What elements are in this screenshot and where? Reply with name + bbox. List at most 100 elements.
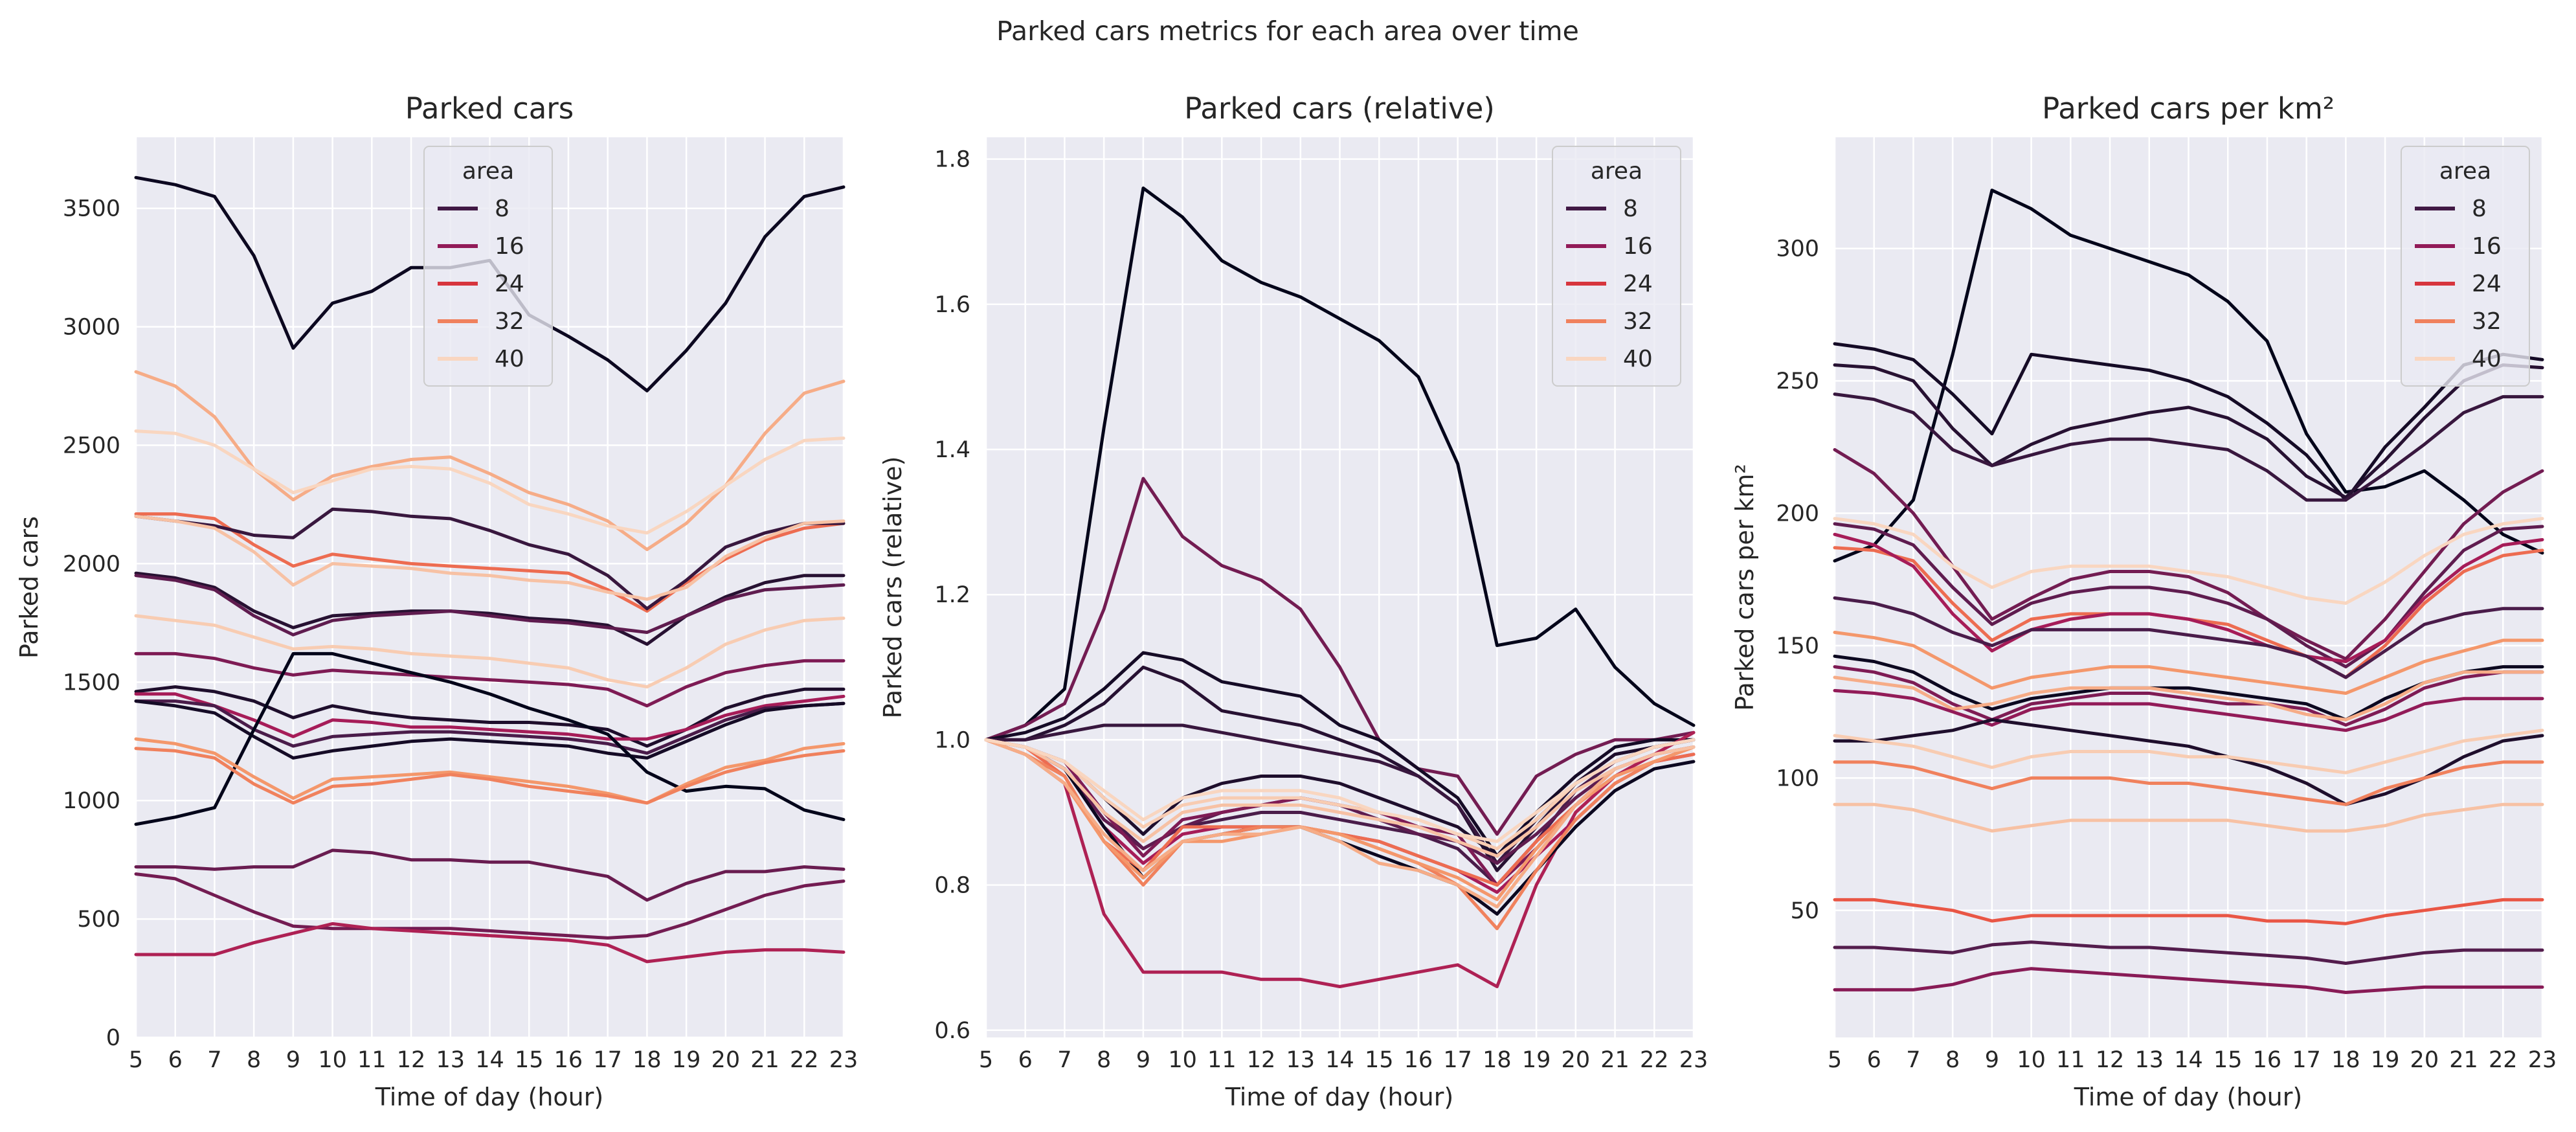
y-tick-label: 1.0 [934,727,970,753]
series-line [1833,967,2544,994]
y-tick-label: 200 [1776,501,1819,527]
series-line [134,651,846,708]
x-tick-label: 19 [1522,1047,1551,1073]
panel-parked-cars-per-km2: 5 6 7 8 9 10 11 12 13 14 15 16 17 18 19 20 21 22 23 501001… [1730,91,2557,1111]
x-tick-label: 7 [1057,1047,1071,1073]
x-tick-label: 9 [286,1047,300,1073]
series-line [134,848,846,902]
x-tick-label: 7 [207,1047,221,1073]
y-tick-label: 0 [106,1025,120,1051]
y-tick-label: 1.8 [934,147,970,173]
panel-parked-cars: 5 6 7 8 9 10 11 12 13 14 15 16 17 18 19 20 21 22 23 050010… [15,91,858,1111]
x-tick-label: 14 [2174,1047,2203,1073]
legend-label: 40 [1623,346,1653,372]
x-tick-label: 16 [2253,1047,2282,1073]
x-tick-label: 8 [1097,1047,1111,1073]
x-tick-label: 12 [2096,1047,2125,1073]
legend-box [1552,146,1681,387]
legend-label: 16 [1623,233,1653,260]
legend-label: 24 [1623,271,1653,297]
x-tick-label: 17 [593,1047,622,1073]
legend-label: 40 [2472,346,2502,372]
series-line [1833,688,2544,732]
legend-label: 8 [2472,196,2487,222]
x-tick-label: 17 [2292,1047,2321,1073]
x-axis-label: Time of day (hour) [2074,1083,2302,1111]
x-axis-label: Time of day (hour) [375,1083,603,1111]
x-tick-label: 21 [2449,1047,2478,1073]
y-tick-label: 1500 [63,670,120,696]
x-tick-label: 5 [129,1047,143,1073]
x-tick-labels: 5 6 7 8 9 10 11 12 13 14 15 16 17 18 19 20 21 22 23 [129,1047,858,1073]
x-tick-label: 23 [2528,1047,2557,1073]
x-tick-label: 18 [2331,1047,2360,1073]
series-line [1833,729,2544,775]
x-tick-label: 13 [1286,1047,1316,1073]
series-line [134,507,846,611]
x-tick-label: 13 [2135,1047,2164,1073]
series-line [1833,596,2544,679]
series-line [984,730,1696,988]
y-tick-label: 100 [1776,765,1819,791]
x-tick-label: 9 [1985,1047,1999,1073]
x-tick-label: 17 [1443,1047,1472,1073]
y-tick-label: 1.6 [934,292,970,318]
legend-title: area [462,158,514,185]
x-tick-labels: 5 6 7 8 9 10 11 12 13 14 15 16 17 18 19 20 21 22 23 [979,1047,1708,1073]
x-tick-label: 6 [1018,1047,1033,1073]
legend-label: 8 [495,196,510,222]
legend-label: 32 [1623,308,1653,335]
series-line [1833,760,2544,806]
series-line [984,477,1696,836]
y-axis-label: Parked cars (relative) [879,456,907,718]
legend: area 8 16 24 32 40 [423,146,553,387]
y-tick-label: 150 [1776,633,1819,659]
series-line [1833,517,2544,605]
y-tick-label: 500 [77,907,120,933]
series-line [1833,342,2544,502]
x-tick-label: 9 [1136,1047,1150,1073]
series-line [134,699,846,760]
legend-title: area [2439,158,2491,185]
y-tick-label: 1000 [63,788,120,814]
series-line [1833,522,2544,669]
legend-label: 40 [495,346,524,372]
x-tick-label: 11 [2056,1047,2085,1073]
x-tick-label: 20 [711,1047,741,1073]
x-tick-label: 10 [318,1047,347,1073]
legend-label: 16 [495,233,524,260]
x-tick-label: 15 [2213,1047,2243,1073]
legend-box [423,146,553,387]
series-line [134,685,846,748]
y-tick-labels: 50 100 150 200 250 300 [1776,236,1819,924]
y-tick-label: 0.8 [934,873,970,899]
x-tick-label: 22 [1640,1047,1669,1073]
x-tick-label: 20 [1562,1047,1591,1073]
x-tick-label: 6 [168,1047,183,1073]
legend-items: 8 16 24 32 40 [438,196,524,372]
x-tick-label: 22 [790,1047,819,1073]
y-tick-labels: 0 500 1000 1500 2000 2500 3000 3500 [63,196,120,1051]
series-line [134,512,846,613]
series-line [134,872,846,940]
y-tick-label: 3000 [63,315,120,341]
series-line [134,692,846,741]
x-tick-label: 10 [2017,1047,2046,1073]
x-tick-label: 12 [397,1047,426,1073]
legend-label: 24 [495,271,524,297]
x-tick-label: 11 [357,1047,386,1073]
series-line [984,187,1696,741]
legend: area 8 16 24 32 40 [2401,146,2530,387]
series-line [1833,898,2544,925]
series-line [134,651,846,826]
x-tick-label: 22 [2489,1047,2518,1073]
series-line [984,738,1696,858]
axis-title: Parked cars per km² [2042,91,2335,126]
y-tick-labels: 0.6 0.8 1.0 1.2 1.4 1.6 1.8 [934,147,970,1044]
y-tick-label: 3500 [63,196,120,222]
series-group [984,187,1696,988]
axis-title: Parked cars [405,91,574,126]
axis-title: Parked cars (relative) [1184,91,1495,126]
series-line [134,571,846,646]
legend-box [2401,146,2530,387]
